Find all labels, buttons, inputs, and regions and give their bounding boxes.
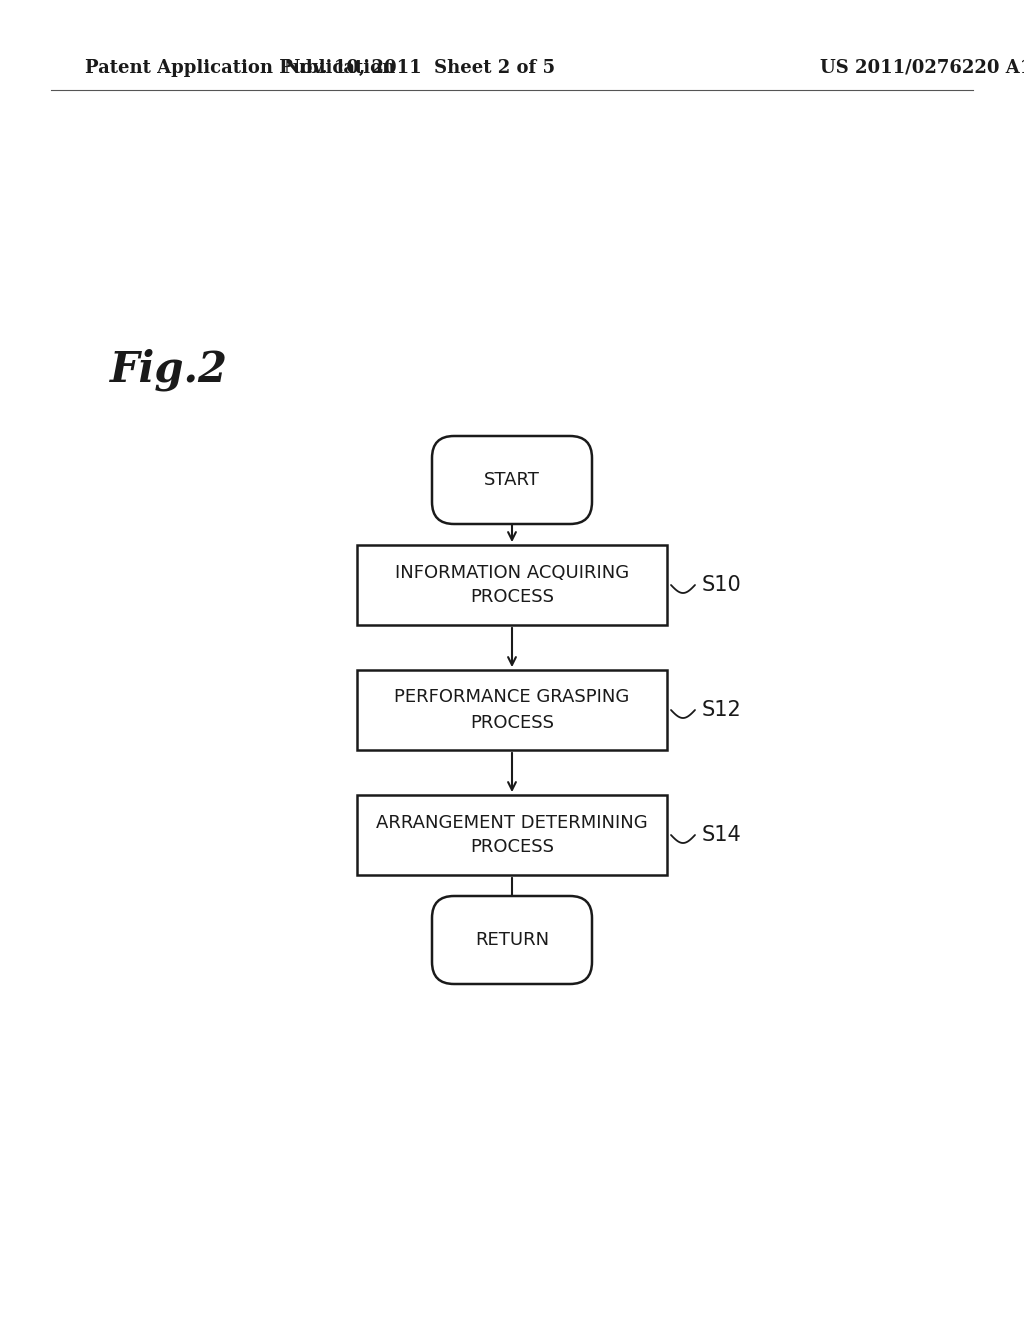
Text: START: START [484, 471, 540, 488]
Text: S12: S12 [702, 700, 741, 719]
Text: Nov. 10, 2011  Sheet 2 of 5: Nov. 10, 2011 Sheet 2 of 5 [285, 59, 556, 77]
Bar [357, 795, 667, 875]
Text: RETURN: RETURN [475, 931, 549, 949]
Text: Patent Application Publication: Patent Application Publication [85, 59, 395, 77]
Text: Fig.2: Fig.2 [110, 348, 228, 391]
Text: INFORMATION ACQUIRING
PROCESS: INFORMATION ACQUIRING PROCESS [395, 564, 629, 606]
Bar [357, 671, 667, 750]
Bar [357, 545, 667, 624]
Text: US 2011/0276220 A1: US 2011/0276220 A1 [820, 59, 1024, 77]
Text: S10: S10 [702, 576, 741, 595]
Text: ARRANGEMENT DETERMINING
PROCESS: ARRANGEMENT DETERMINING PROCESS [376, 813, 648, 857]
FancyBboxPatch shape [432, 436, 592, 524]
Text: S14: S14 [702, 825, 741, 845]
Text: PERFORMANCE GRASPING
PROCESS: PERFORMANCE GRASPING PROCESS [394, 689, 630, 731]
FancyBboxPatch shape [432, 896, 592, 983]
